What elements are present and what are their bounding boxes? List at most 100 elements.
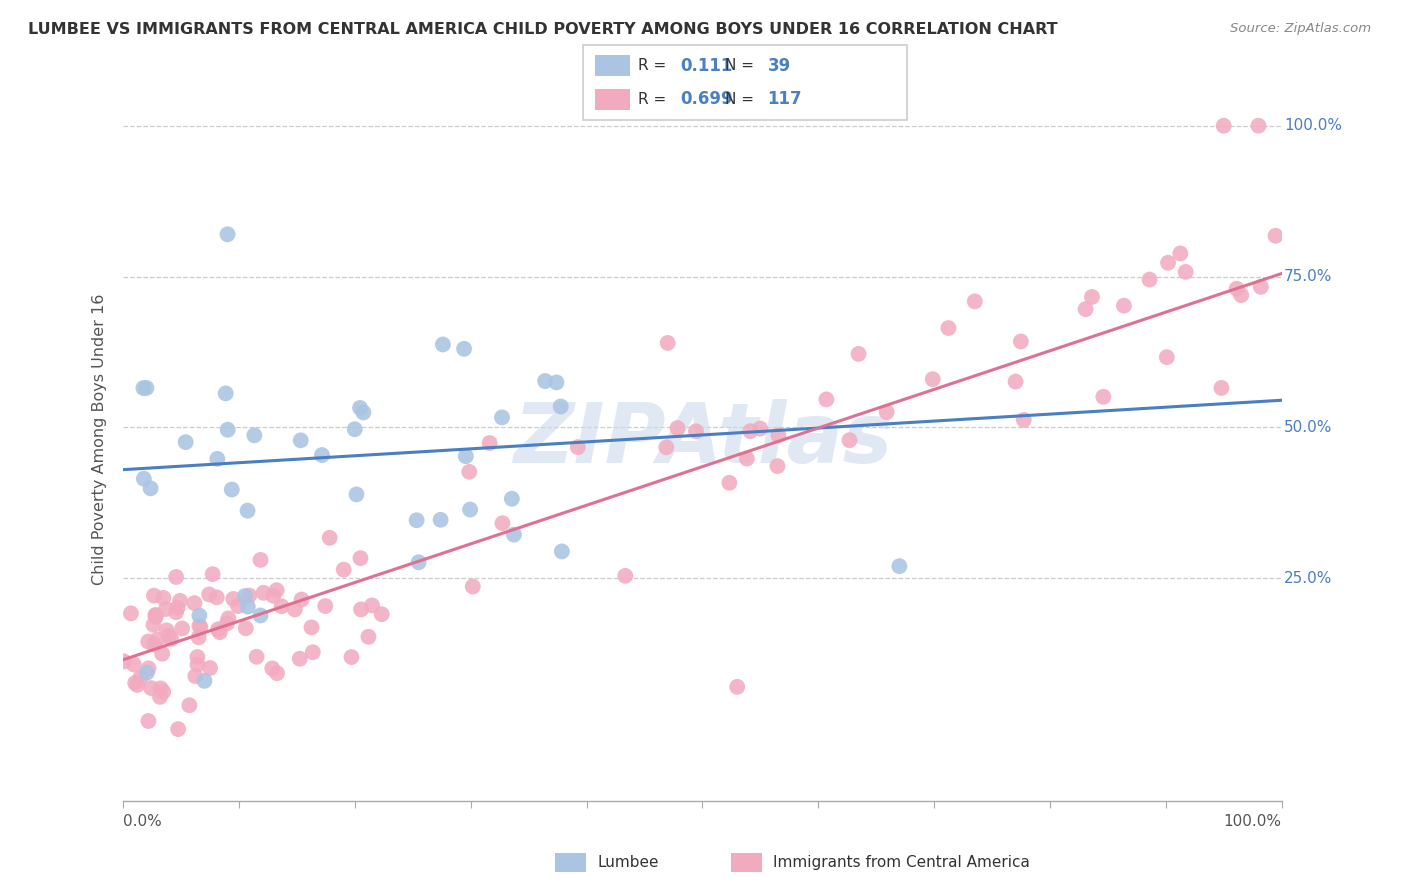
Point <box>188 619 211 633</box>
Point <box>429 513 451 527</box>
Point <box>184 669 207 683</box>
Point <box>1264 228 1286 243</box>
Point <box>146 632 169 647</box>
Point <box>217 227 239 242</box>
Point <box>208 625 231 640</box>
Point <box>657 335 679 350</box>
Point <box>766 459 789 474</box>
Point <box>139 681 162 695</box>
Point <box>340 650 363 665</box>
Text: N =: N = <box>725 92 759 107</box>
Point <box>262 661 284 675</box>
Point <box>350 602 373 616</box>
Point <box>551 544 574 558</box>
Point <box>138 714 160 728</box>
Point <box>215 616 238 631</box>
Point <box>165 570 187 584</box>
Point <box>534 374 557 388</box>
Text: 25.0%: 25.0% <box>1284 571 1333 586</box>
Point <box>1250 280 1272 294</box>
Point <box>503 527 526 541</box>
Point <box>120 607 142 621</box>
Point <box>1174 265 1197 279</box>
Point <box>186 650 208 665</box>
Point <box>172 622 194 636</box>
Point <box>183 596 205 610</box>
Point <box>352 405 374 419</box>
Point <box>1004 375 1026 389</box>
Text: ZIPAtlas: ZIPAtlas <box>513 399 893 480</box>
Point <box>217 423 239 437</box>
Text: 100.0%: 100.0% <box>1223 814 1282 829</box>
Text: 100.0%: 100.0% <box>1284 119 1341 133</box>
Point <box>343 422 366 436</box>
Text: 117: 117 <box>768 90 803 108</box>
Point <box>838 433 860 447</box>
Point <box>198 661 221 675</box>
Point <box>921 372 943 386</box>
Point <box>145 610 167 624</box>
Point <box>405 513 427 527</box>
Point <box>1230 288 1253 302</box>
Point <box>815 392 838 407</box>
Point <box>301 645 323 659</box>
Text: 0.699: 0.699 <box>681 90 733 108</box>
Point <box>346 487 368 501</box>
Point <box>135 665 157 680</box>
Point <box>205 591 228 605</box>
Point <box>284 602 307 616</box>
Point <box>301 620 323 634</box>
Text: 50.0%: 50.0% <box>1284 420 1333 435</box>
Text: Lumbee: Lumbee <box>598 855 659 870</box>
Point <box>122 657 145 672</box>
Point <box>233 589 256 603</box>
Point <box>270 599 292 614</box>
Point <box>1092 390 1115 404</box>
Point <box>266 583 288 598</box>
Point <box>243 428 266 442</box>
Point <box>135 381 157 395</box>
Point <box>478 436 501 450</box>
Point <box>361 599 384 613</box>
Point <box>288 652 311 666</box>
Point <box>150 647 173 661</box>
Text: N =: N = <box>725 58 759 73</box>
Point <box>349 551 371 566</box>
Point <box>169 594 191 608</box>
Point <box>238 589 260 603</box>
Point <box>1112 299 1135 313</box>
Point <box>236 599 259 614</box>
Point <box>1168 246 1191 260</box>
Text: Source: ZipAtlas.com: Source: ZipAtlas.com <box>1230 22 1371 36</box>
Point <box>132 381 155 395</box>
Point <box>235 621 257 635</box>
Point <box>149 681 172 696</box>
Point <box>165 605 187 619</box>
Point <box>546 376 568 390</box>
Point <box>129 671 152 685</box>
Point <box>461 580 484 594</box>
Point <box>1081 290 1104 304</box>
Point <box>149 690 172 704</box>
Point <box>112 654 135 668</box>
Point <box>314 599 336 613</box>
Point <box>174 435 197 450</box>
Point <box>311 448 333 462</box>
Point <box>291 592 314 607</box>
Point <box>207 623 229 637</box>
Point <box>666 421 689 435</box>
Point <box>290 434 312 448</box>
Point <box>152 591 174 605</box>
Point <box>190 620 212 634</box>
Point <box>614 569 637 583</box>
Point <box>167 722 190 736</box>
Point <box>1226 282 1249 296</box>
Point <box>193 673 215 688</box>
Point <box>889 559 911 574</box>
Point <box>501 491 523 506</box>
Point <box>160 632 183 646</box>
Point <box>1139 272 1161 286</box>
Point <box>685 424 707 438</box>
Text: R =: R = <box>638 92 672 107</box>
Point <box>768 428 790 442</box>
